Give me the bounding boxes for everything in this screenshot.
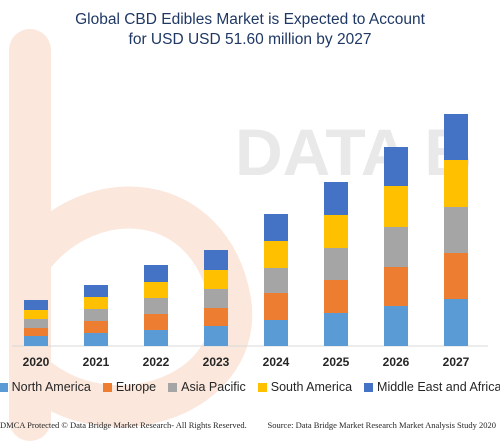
bar-segment-2021-europe: [84, 321, 108, 333]
bar-segment-2023-europe: [204, 308, 228, 326]
bar-segment-2027-europe: [444, 253, 468, 299]
bar-segment-2020-middle-east-and-africa: [24, 300, 48, 310]
svg-text:DATA B: DATA B: [235, 115, 472, 189]
legend-item-europe: Europe: [102, 380, 157, 394]
bar-segment-2026-north-america: [384, 306, 408, 346]
x-tick-label-2023: 2023: [203, 355, 230, 369]
bar-segment-2020-north-america: [24, 336, 48, 346]
bar-segment-2027-north-america: [444, 299, 468, 346]
x-tick-label-2026: 2026: [383, 355, 410, 369]
bar-segment-2022-asia-pacific: [144, 298, 168, 314]
bar-segment-2024-asia-pacific: [264, 268, 288, 293]
legend-swatch: [102, 382, 112, 392]
bar-segment-2025-asia-pacific: [324, 248, 348, 280]
bar-segment-2024-middle-east-and-africa: [264, 214, 288, 241]
x-tick-label-2021: 2021: [83, 355, 110, 369]
bar-segment-2027-south-america: [444, 160, 468, 207]
bar-segment-2022-south-america: [144, 282, 168, 298]
bar-segment-2025-europe: [324, 280, 348, 313]
legend-label: Europe: [115, 380, 157, 394]
legend-item-south-america: South America: [257, 380, 353, 394]
x-tick-label-2027: 2027: [443, 355, 470, 369]
legend-label: South America: [270, 380, 353, 394]
bar-segment-2023-south-america: [204, 270, 228, 289]
bar-segment-2020-europe: [24, 328, 48, 336]
bar-segment-2022-middle-east-and-africa: [144, 265, 168, 282]
legend-swatch: [168, 382, 178, 392]
legend-swatch: [364, 382, 374, 392]
chart-title-line-1: Global CBD Edibles Market is Expected to…: [75, 11, 425, 28]
bar-segment-2020-south-america: [24, 310, 48, 319]
legend-swatch: [257, 382, 267, 392]
footer-source: Source: Data Bridge Market Research Mark…: [267, 420, 496, 430]
legend-item-middle-east-and-africa: Middle East and Africa: [364, 380, 500, 394]
legend-item-asia-pacific: Asia Pacific: [168, 380, 246, 394]
x-tick-label-2025: 2025: [323, 355, 350, 369]
bar-segment-2026-south-america: [384, 186, 408, 227]
legend-label: North America: [11, 380, 91, 394]
legend-label: Asia Pacific: [181, 380, 246, 394]
bar-segment-2027-asia-pacific: [444, 207, 468, 253]
footer-copyright: DMCA Protected © Data Bridge Market Rese…: [0, 420, 247, 430]
bar-segment-2025-south-america: [324, 215, 348, 248]
chart-title-line-2: for USD USD 51.60 million by 2027: [128, 31, 372, 48]
bar-segment-2020-asia-pacific: [24, 319, 48, 328]
bar-segment-2022-europe: [144, 314, 168, 330]
legend-label: Middle East and Africa: [377, 380, 500, 394]
bar-segment-2021-middle-east-and-africa: [84, 285, 108, 297]
bar-segment-2026-middle-east-and-africa: [384, 147, 408, 186]
x-tick-label-2024: 2024: [263, 355, 290, 369]
chart-legend: North America Europe Asia Pacific South Ame…: [0, 380, 500, 394]
bar-segment-2026-asia-pacific: [384, 227, 408, 267]
x-tick-label-2022: 2022: [143, 355, 170, 369]
bar-segment-2024-north-america: [264, 320, 288, 346]
bar-segment-2024-europe: [264, 293, 288, 320]
bar-segment-2023-north-america: [204, 326, 228, 346]
bar-segment-2025-middle-east-and-africa: [324, 182, 348, 215]
bar-segment-2021-asia-pacific: [84, 309, 108, 321]
legend-item-north-america: North America: [0, 380, 91, 394]
bar-segment-2021-south-america: [84, 297, 108, 309]
bar-segment-2023-asia-pacific: [204, 289, 228, 308]
legend-swatch: [0, 382, 8, 392]
x-tick-label-2020: 2020: [23, 355, 50, 369]
bar-segment-2023-middle-east-and-africa: [204, 250, 228, 270]
bar-segment-2024-south-america: [264, 241, 288, 268]
bar-segment-2021-north-america: [84, 333, 108, 346]
bar-segment-2027-middle-east-and-africa: [444, 114, 468, 160]
bar-segment-2026-europe: [384, 267, 408, 306]
bar-segment-2022-north-america: [144, 330, 168, 346]
bar-segment-2025-north-america: [324, 313, 348, 346]
